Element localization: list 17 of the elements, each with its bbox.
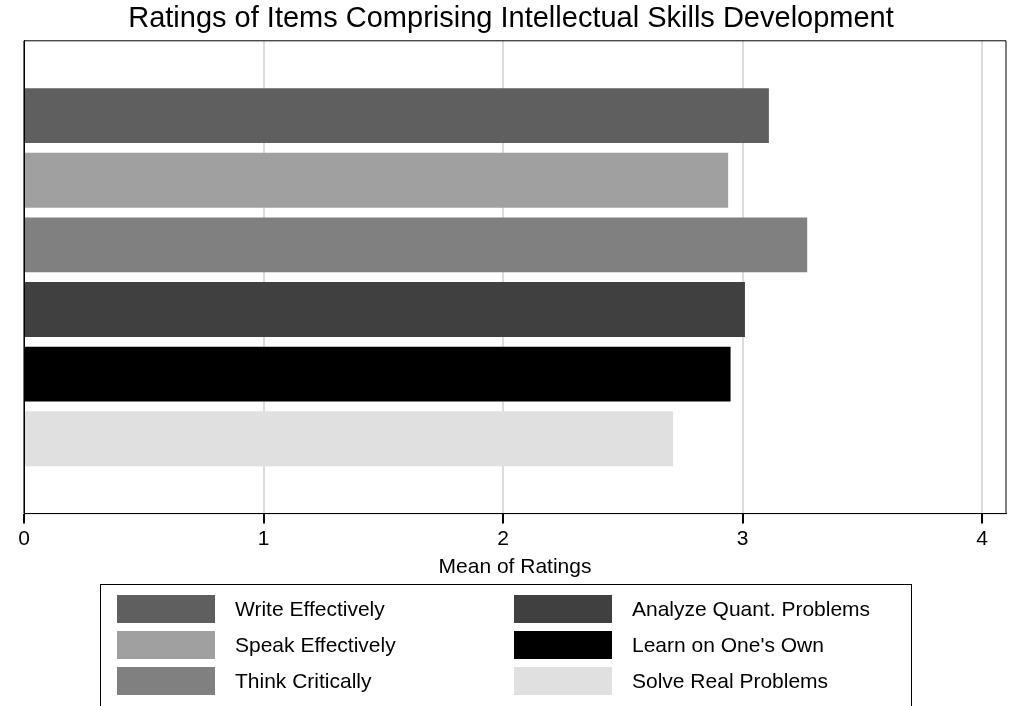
- legend-label: Solve Real Problems: [632, 669, 829, 693]
- chart-title: Ratings of Items Comprising Intellectual Skills Development: [128, 1, 894, 34]
- legend-label: Analyze Quant. Problems: [632, 597, 871, 621]
- x-tick-label: 1: [257, 526, 270, 549]
- bar: [25, 152, 729, 208]
- x-tick-label: 3: [736, 526, 749, 549]
- legend-label: Speak Effectively: [235, 633, 396, 657]
- legend-label: Write Effectively: [235, 597, 385, 621]
- legend-label: Learn on One's Own: [632, 633, 824, 657]
- legend-label: Think Critically: [235, 669, 372, 693]
- x-tick-label: 4: [976, 526, 989, 549]
- bar: [25, 282, 745, 337]
- bar: [25, 217, 808, 273]
- x-axis-title: Mean of Ratings: [438, 554, 592, 578]
- x-tick-label: 0: [18, 526, 30, 549]
- x-tick-label: 2: [497, 526, 509, 549]
- bar: [25, 88, 769, 144]
